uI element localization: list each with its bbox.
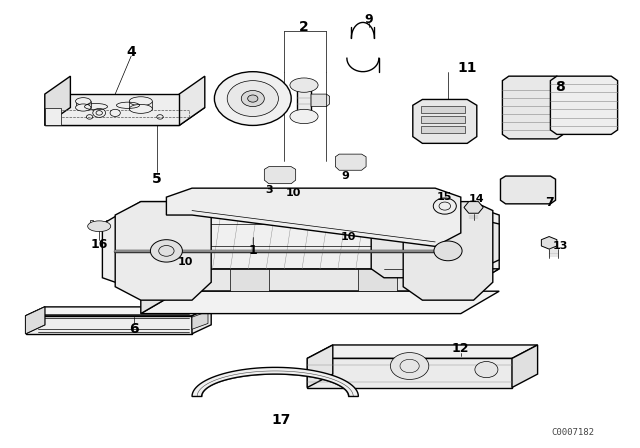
Ellipse shape — [290, 109, 318, 124]
Polygon shape — [102, 202, 499, 291]
Ellipse shape — [214, 72, 291, 125]
Polygon shape — [421, 126, 465, 133]
Text: 10: 10 — [178, 257, 193, 267]
Text: 12: 12 — [452, 342, 470, 355]
Polygon shape — [141, 291, 499, 314]
Ellipse shape — [290, 78, 318, 92]
Polygon shape — [421, 116, 465, 123]
Polygon shape — [45, 76, 70, 125]
Text: 16: 16 — [90, 237, 108, 251]
Ellipse shape — [248, 95, 258, 102]
Polygon shape — [26, 307, 45, 334]
Text: 3: 3 — [265, 185, 273, 195]
Text: 17: 17 — [272, 413, 291, 427]
Polygon shape — [307, 345, 333, 388]
Polygon shape — [179, 76, 205, 125]
Polygon shape — [230, 269, 269, 291]
Ellipse shape — [93, 108, 106, 117]
Polygon shape — [464, 202, 483, 213]
Text: 14: 14 — [469, 194, 484, 204]
Text: 8: 8 — [555, 80, 565, 95]
Ellipse shape — [129, 97, 152, 106]
Ellipse shape — [241, 90, 264, 107]
Polygon shape — [297, 85, 311, 116]
Ellipse shape — [150, 240, 182, 262]
Text: 5: 5 — [152, 172, 162, 186]
Ellipse shape — [88, 221, 111, 232]
Polygon shape — [26, 307, 45, 334]
Text: 10: 10 — [285, 188, 301, 198]
Polygon shape — [311, 94, 330, 107]
Ellipse shape — [433, 198, 456, 214]
Ellipse shape — [110, 109, 120, 116]
Polygon shape — [192, 367, 358, 396]
Polygon shape — [371, 215, 499, 278]
Polygon shape — [141, 269, 179, 314]
Text: 1: 1 — [248, 244, 257, 258]
Text: 6: 6 — [129, 322, 140, 336]
Polygon shape — [26, 307, 211, 316]
Polygon shape — [115, 202, 211, 300]
Polygon shape — [413, 99, 477, 143]
Text: 9: 9 — [364, 13, 373, 26]
Ellipse shape — [76, 104, 91, 111]
Polygon shape — [166, 188, 461, 246]
Polygon shape — [307, 358, 512, 388]
Polygon shape — [403, 202, 493, 300]
Polygon shape — [335, 154, 366, 170]
Text: 7: 7 — [545, 196, 554, 209]
Text: 9: 9 — [342, 171, 349, 181]
Polygon shape — [90, 220, 109, 226]
Polygon shape — [141, 269, 499, 291]
Text: 13: 13 — [552, 241, 568, 250]
Polygon shape — [421, 106, 465, 113]
Polygon shape — [45, 94, 179, 125]
Polygon shape — [358, 269, 397, 291]
Ellipse shape — [475, 362, 498, 378]
Polygon shape — [45, 108, 61, 125]
Polygon shape — [45, 108, 205, 125]
Polygon shape — [550, 76, 618, 134]
Text: 2: 2 — [299, 20, 309, 34]
Polygon shape — [541, 237, 557, 249]
Polygon shape — [512, 345, 538, 388]
Polygon shape — [26, 316, 192, 334]
Text: 4: 4 — [126, 44, 136, 59]
Text: 10: 10 — [341, 233, 356, 242]
Ellipse shape — [390, 353, 429, 379]
Polygon shape — [264, 167, 296, 184]
Ellipse shape — [129, 104, 152, 113]
Polygon shape — [192, 311, 208, 329]
Polygon shape — [500, 176, 556, 204]
Text: 11: 11 — [458, 61, 477, 75]
Text: 15: 15 — [437, 192, 452, 202]
Ellipse shape — [227, 81, 278, 116]
Ellipse shape — [76, 98, 91, 105]
Text: C0007182: C0007182 — [551, 428, 595, 437]
Polygon shape — [502, 76, 563, 139]
Polygon shape — [307, 345, 538, 358]
Ellipse shape — [434, 241, 462, 261]
Polygon shape — [192, 307, 211, 334]
